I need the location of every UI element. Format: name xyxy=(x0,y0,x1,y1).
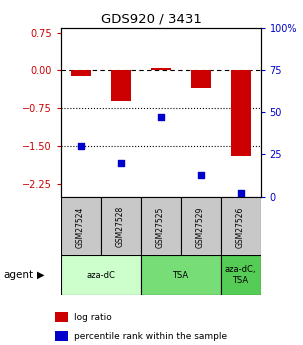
Text: GSM27529: GSM27529 xyxy=(196,206,205,247)
Bar xyxy=(61,255,141,295)
Point xyxy=(78,143,83,149)
Text: GSM27528: GSM27528 xyxy=(116,206,125,247)
Bar xyxy=(231,70,251,156)
Text: aza-dC,
TSA: aza-dC, TSA xyxy=(225,265,256,285)
Bar xyxy=(141,255,221,295)
Bar xyxy=(221,197,261,257)
Point xyxy=(118,160,123,166)
Bar xyxy=(111,70,131,101)
Text: GSM27524: GSM27524 xyxy=(76,206,85,247)
Bar xyxy=(71,70,91,76)
Bar xyxy=(151,68,171,70)
Point xyxy=(238,190,243,196)
Bar xyxy=(101,197,141,257)
Bar xyxy=(191,70,211,88)
Bar xyxy=(141,197,181,257)
Text: GDS920 / 3431: GDS920 / 3431 xyxy=(101,12,202,25)
Bar xyxy=(221,255,261,295)
Text: ▶: ▶ xyxy=(37,270,45,280)
Text: GSM27526: GSM27526 xyxy=(236,206,245,247)
Text: log ratio: log ratio xyxy=(74,313,112,322)
Text: percentile rank within the sample: percentile rank within the sample xyxy=(74,332,227,341)
Point xyxy=(158,115,163,120)
Text: GSM27525: GSM27525 xyxy=(156,206,165,247)
Bar xyxy=(61,197,101,257)
Text: aza-dC: aza-dC xyxy=(86,270,115,280)
Bar xyxy=(181,197,221,257)
Text: TSA: TSA xyxy=(172,270,189,280)
Point xyxy=(198,172,203,177)
Text: agent: agent xyxy=(3,270,33,280)
